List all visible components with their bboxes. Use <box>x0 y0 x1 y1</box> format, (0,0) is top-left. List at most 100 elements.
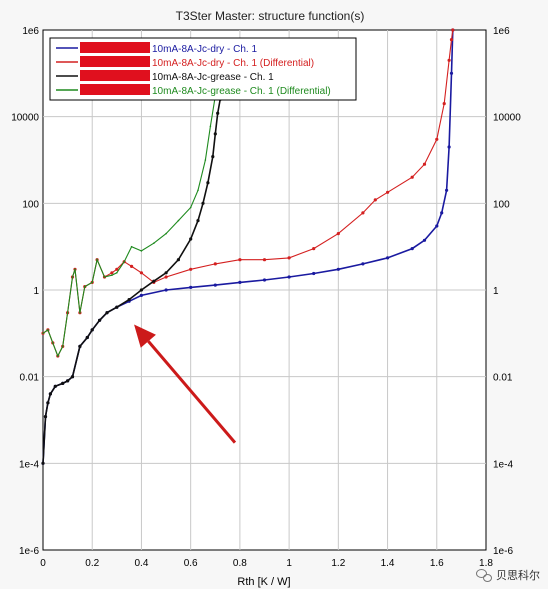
y-tick-label-left: 0.01 <box>20 373 40 384</box>
data-point <box>312 271 316 276</box>
data-point <box>206 181 210 185</box>
data-point <box>373 198 377 202</box>
data-point <box>74 268 76 271</box>
series-3 <box>42 72 219 358</box>
data-point <box>196 219 200 223</box>
x-tick-label: 0.6 <box>184 558 198 569</box>
data-point <box>130 245 133 248</box>
arrow-shaft <box>147 340 237 444</box>
data-point <box>189 285 193 289</box>
data-point <box>115 305 119 309</box>
data-point <box>165 232 167 235</box>
data-point <box>152 279 156 283</box>
data-point <box>213 262 217 266</box>
data-point <box>139 288 143 292</box>
data-point <box>164 288 168 292</box>
data-point <box>204 159 207 161</box>
data-point <box>103 276 106 278</box>
data-point <box>449 71 454 75</box>
legend-entry: 10mA-8A-Jc-dry - Ch. 1 <box>152 44 257 55</box>
data-point <box>79 311 81 314</box>
data-point <box>140 250 143 252</box>
data-point <box>213 132 217 136</box>
data-point <box>201 201 205 205</box>
x-axis-label: Rth [K / W] <box>237 576 290 588</box>
data-point <box>211 155 215 159</box>
data-point <box>440 211 444 215</box>
data-point <box>115 267 119 271</box>
data-point <box>52 342 54 344</box>
data-point <box>130 264 134 268</box>
data-point <box>435 137 439 141</box>
data-point <box>61 381 65 385</box>
data-point <box>189 237 193 241</box>
data-point <box>61 345 64 348</box>
legend-redaction-box <box>80 70 150 81</box>
y-tick-label-left: 10000 <box>11 113 39 124</box>
data-point <box>116 272 118 274</box>
x-tick-label: 1.4 <box>381 558 395 569</box>
data-point <box>177 219 180 222</box>
data-point <box>105 311 109 315</box>
y-tick-label-right: 100 <box>493 199 510 210</box>
data-point <box>90 328 94 332</box>
data-point <box>164 275 168 279</box>
data-point <box>98 318 102 322</box>
data-point <box>70 375 75 379</box>
x-tick-label: 0.4 <box>134 558 148 569</box>
data-point <box>197 189 199 192</box>
legend-entry: 10mA-8A-Jc-grease - Ch. 1 (Differential) <box>152 86 331 97</box>
data-point <box>422 162 427 166</box>
data-point <box>153 242 155 244</box>
series-2 <box>41 97 222 465</box>
data-point <box>85 335 89 340</box>
data-point <box>41 461 45 465</box>
y-tick-label-left: 1e-6 <box>19 546 39 557</box>
data-point <box>127 298 131 302</box>
data-point <box>66 379 70 383</box>
x-tick-label: 0 <box>40 558 46 569</box>
data-point <box>139 293 143 297</box>
data-point <box>442 102 446 106</box>
data-point <box>445 188 449 192</box>
legend-entry: 10mA-8A-Jc-dry - Ch. 1 (Differential) <box>152 58 314 69</box>
series-layer <box>41 28 455 465</box>
data-point <box>262 258 267 262</box>
watermark: 贝思科尔 <box>476 567 540 583</box>
data-point <box>111 274 113 277</box>
data-point <box>96 258 98 261</box>
data-point <box>336 232 340 236</box>
y-tick-label-right: 1e-4 <box>493 459 513 470</box>
y-tick-label-right: 1 <box>493 286 499 297</box>
legend-redaction-box <box>80 84 150 95</box>
y-tick-label-right: 0.01 <box>493 373 513 384</box>
data-point <box>451 28 455 32</box>
data-point <box>386 256 390 260</box>
data-point <box>447 58 451 62</box>
data-point <box>449 38 454 42</box>
x-tick-label: 1.6 <box>430 558 444 569</box>
x-tick-label: 1 <box>286 558 292 569</box>
data-point <box>287 275 291 279</box>
data-point <box>287 256 291 260</box>
legend-redaction-box <box>80 56 150 67</box>
data-point <box>447 145 451 149</box>
data-point <box>164 271 168 275</box>
data-point <box>47 329 49 331</box>
axis-ticks: 0 0.2 0.4 0.6 0.8 1 1.2 1.4 1.6 1.81e-6 1e-61e-4 1e… <box>11 26 521 569</box>
x-tick-label: 0.8 <box>233 558 247 569</box>
data-point <box>410 247 414 251</box>
data-point <box>176 258 180 262</box>
data-point <box>410 175 414 179</box>
wechat-icon <box>476 569 492 582</box>
data-point <box>361 262 365 266</box>
x-tick-label: 0.2 <box>85 558 99 569</box>
data-point <box>216 111 220 115</box>
data-point <box>46 401 50 405</box>
data-point <box>422 238 427 242</box>
data-point <box>78 344 82 348</box>
data-point <box>53 384 57 388</box>
data-point <box>361 211 365 215</box>
